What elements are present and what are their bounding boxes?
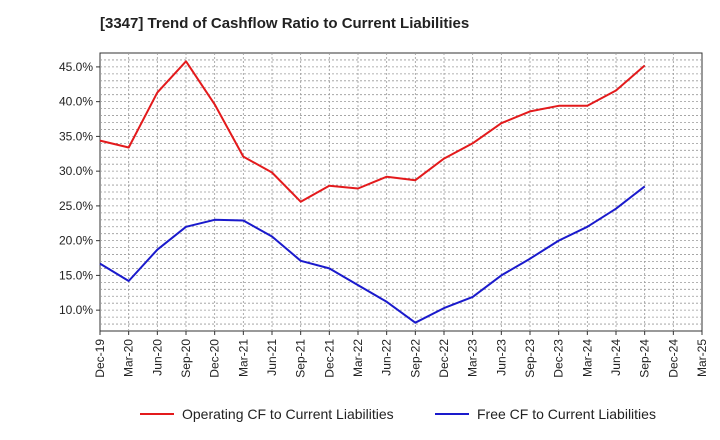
series-line-2 — [99, 185, 646, 324]
x-tick-label: Mar-22 — [351, 339, 365, 377]
x-tick-label: Mar-21 — [236, 339, 250, 377]
x-tick-label: Jun-21 — [265, 339, 279, 376]
x-tick-label: Sep-22 — [408, 339, 422, 378]
x-tick-label: Mar-23 — [466, 339, 480, 377]
y-tick-label: 25.0% — [59, 199, 93, 213]
x-tick-label: Sep-21 — [294, 339, 308, 378]
x-tick-label: Dec-21 — [322, 339, 336, 378]
x-tick-label: Dec-24 — [666, 339, 680, 378]
x-tick-label: Sep-23 — [523, 339, 537, 378]
y-tick-label: 30.0% — [59, 164, 93, 178]
x-tick-label: Sep-20 — [179, 339, 193, 378]
x-tick-label: Sep-24 — [638, 339, 652, 378]
x-tick-label: Dec-19 — [93, 339, 107, 378]
legend-label-2: Free CF to Current Liabilities — [477, 406, 656, 422]
x-tick-label: Mar-25 — [695, 339, 709, 377]
x-tick-label: Jun-20 — [150, 339, 164, 376]
x-tick-label: Dec-23 — [552, 339, 566, 378]
y-tick-label: 10.0% — [59, 303, 93, 317]
x-tick-label: Jun-22 — [380, 339, 394, 376]
y-tick-label: 45.0% — [59, 60, 93, 74]
y-tick-label: 20.0% — [59, 234, 93, 248]
x-tick-label: Dec-22 — [437, 339, 451, 378]
x-tick-label: Mar-24 — [580, 339, 594, 377]
y-tick-label: 40.0% — [59, 95, 93, 109]
x-tick-label: Jun-24 — [609, 339, 623, 376]
x-tick-label: Dec-20 — [208, 339, 222, 378]
x-tick-label: Jun-23 — [494, 339, 508, 376]
chart-title: [3347] Trend of Cashflow Ratio to Curren… — [100, 15, 470, 32]
x-tick-label: Mar-20 — [122, 339, 136, 377]
y-tick-label: 15.0% — [59, 268, 93, 282]
legend-label-1: Operating CF to Current Liabilities — [182, 406, 394, 422]
series-line-1 — [99, 60, 646, 203]
y-tick-label: 35.0% — [59, 129, 93, 143]
